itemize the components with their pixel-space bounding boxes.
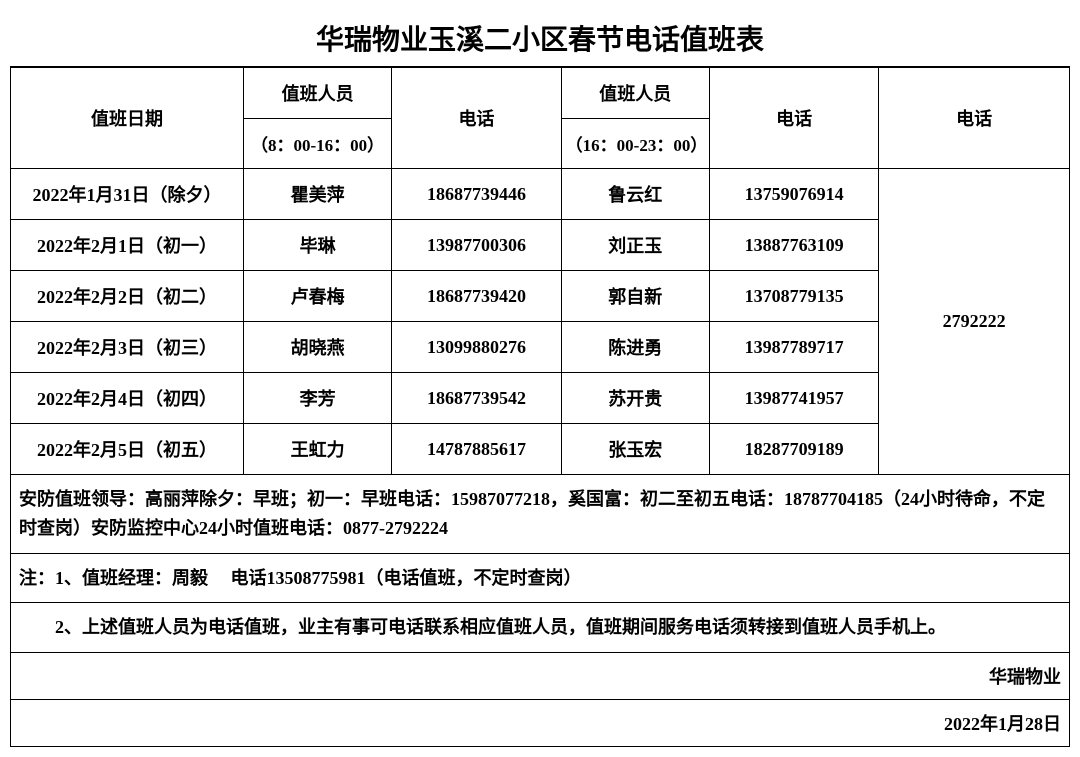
- note-1: 注：1、值班经理：周毅 电话13508775981（电话值班，不定时查岗）: [11, 553, 1070, 603]
- cell-person1: 李芳: [243, 373, 391, 424]
- note-2: 2、上述值班人员为电话值班，业主有事可电话联系相应值班人员，值班期间服务电话须转…: [11, 603, 1070, 653]
- cell-person2: 刘正玉: [561, 220, 709, 271]
- duty-schedule-table: 值班日期 值班人员 电话 值班人员 电话 电话 （8：00-16：00） （16…: [10, 67, 1070, 747]
- cell-shared-phone: 2792222: [879, 169, 1070, 475]
- cell-phone1: 18687739542: [392, 373, 561, 424]
- table-row: 2022年1月31日（除夕） 瞿美萍 18687739446 鲁云红 13759…: [11, 169, 1070, 220]
- header-time1: （8：00-16：00）: [243, 119, 391, 169]
- cell-date: 2022年1月31日（除夕）: [11, 169, 244, 220]
- cell-phone1: 13099880276: [392, 322, 561, 373]
- cell-phone1: 18687739446: [392, 169, 561, 220]
- cell-person2: 鲁云红: [561, 169, 709, 220]
- cell-phone1: 14787885617: [392, 424, 561, 475]
- header-phone3: 电话: [879, 68, 1070, 169]
- cell-date: 2022年2月3日（初三）: [11, 322, 244, 373]
- cell-date: 2022年2月2日（初二）: [11, 271, 244, 322]
- cell-person1: 胡晓燕: [243, 322, 391, 373]
- footer-date: 2022年1月28日: [11, 700, 1070, 747]
- header-phone2: 电话: [709, 68, 878, 169]
- header-date: 值班日期: [11, 68, 244, 169]
- cell-phone2: 13759076914: [709, 169, 878, 220]
- header-time2: （16：00-23：00）: [561, 119, 709, 169]
- cell-date: 2022年2月1日（初一）: [11, 220, 244, 271]
- cell-person2: 郭自新: [561, 271, 709, 322]
- header-phone1: 电话: [392, 68, 561, 169]
- cell-phone1: 13987700306: [392, 220, 561, 271]
- cell-phone2: 18287709189: [709, 424, 878, 475]
- cell-person2: 陈进勇: [561, 322, 709, 373]
- page-title: 华瑞物业玉溪二小区春节电话值班表: [10, 10, 1070, 67]
- cell-person2: 张玉宏: [561, 424, 709, 475]
- cell-person1: 王虹力: [243, 424, 391, 475]
- footer-company: 华瑞物业: [11, 653, 1070, 700]
- cell-phone2: 13987789717: [709, 322, 878, 373]
- cell-phone1: 18687739420: [392, 271, 561, 322]
- security-note: 安防值班领导：高丽萍除夕：早班；初一：早班电话：15987077218，奚国富：…: [11, 475, 1070, 554]
- cell-person1: 瞿美萍: [243, 169, 391, 220]
- cell-date: 2022年2月4日（初四）: [11, 373, 244, 424]
- cell-person1: 毕琳: [243, 220, 391, 271]
- cell-person2: 苏开贵: [561, 373, 709, 424]
- cell-person1: 卢春梅: [243, 271, 391, 322]
- header-person2: 值班人员: [561, 68, 709, 119]
- cell-phone2: 13987741957: [709, 373, 878, 424]
- cell-phone2: 13708779135: [709, 271, 878, 322]
- cell-phone2: 13887763109: [709, 220, 878, 271]
- header-person1: 值班人员: [243, 68, 391, 119]
- cell-date: 2022年2月5日（初五）: [11, 424, 244, 475]
